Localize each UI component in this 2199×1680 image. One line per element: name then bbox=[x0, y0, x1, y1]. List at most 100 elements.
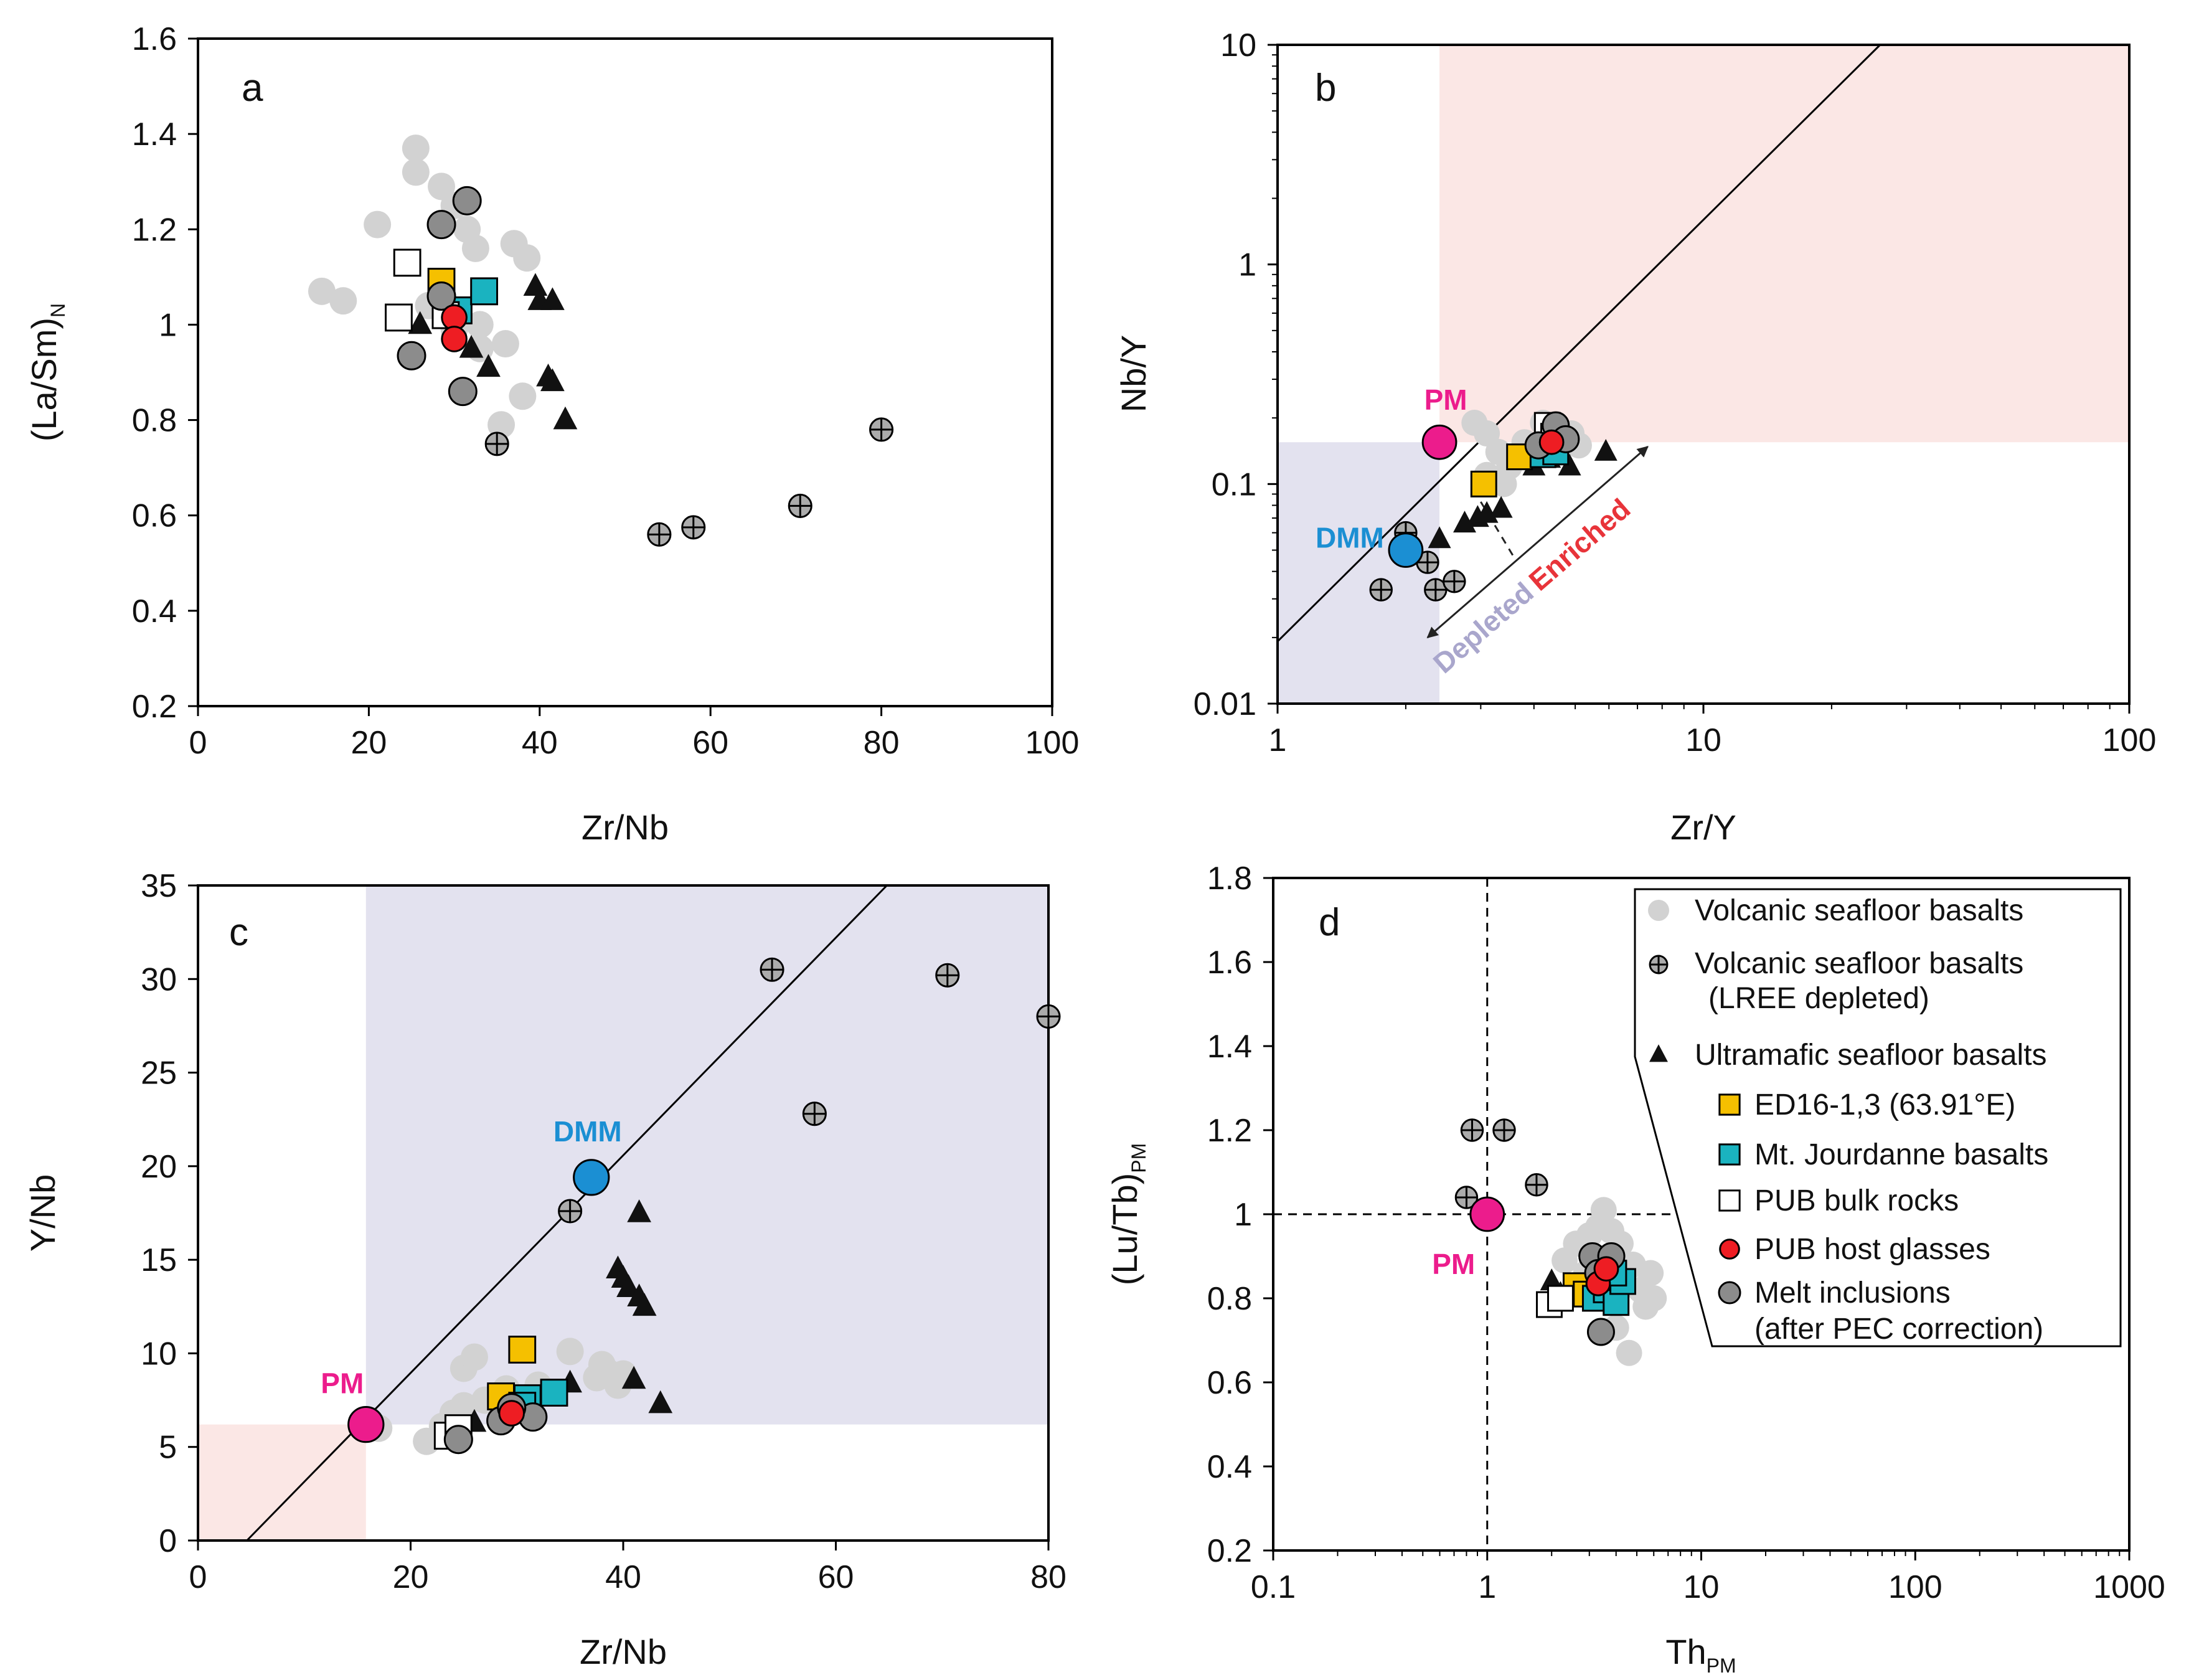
legend-symbol-host bbox=[1719, 1239, 1740, 1260]
panel-b-depleted-region bbox=[1278, 442, 1440, 704]
panel-a: 0 20 40 60 80 100 0.2 0.4 0.6 0.8 1 1.2 1.4 1.6 a Zr/… bbox=[24, 21, 1079, 847]
panel-d-ytick-label: 0.6 bbox=[1207, 1365, 1252, 1401]
panel-a-ytick-label: 1.2 bbox=[132, 212, 177, 248]
legend-symbol-melt bbox=[1718, 1281, 1741, 1305]
panel-d-ytick-label: 0.8 bbox=[1207, 1281, 1252, 1317]
panel-a-point-lree-cross bbox=[486, 432, 509, 455]
panel-a-point-gray bbox=[364, 210, 392, 238]
panel-c-ytick-label: 20 bbox=[141, 1149, 177, 1185]
panel-a-point-gray bbox=[402, 158, 430, 186]
legend-symbol-gray bbox=[1648, 900, 1669, 921]
panel-c-point-gray bbox=[450, 1392, 478, 1420]
panel-d-ylabel: (Lu/Tb)PM bbox=[1105, 1143, 1150, 1286]
panel-a-ytick-label: 1 bbox=[159, 307, 177, 343]
panel-a-point-gray bbox=[308, 277, 336, 305]
panel-b-ytick-label: 1 bbox=[1238, 247, 1256, 283]
panel-a-xtick-label: 40 bbox=[522, 725, 558, 761]
panel-c-point-melt bbox=[443, 1425, 473, 1455]
panel-a-point-melt bbox=[452, 186, 482, 215]
panel-a-point-melt bbox=[448, 377, 478, 407]
panel-a-point-gray bbox=[500, 230, 528, 258]
panel-b-point-lree-cross bbox=[1424, 578, 1447, 601]
panel-b-pm-label: PM bbox=[1424, 384, 1467, 416]
panel-c-point-lree-cross bbox=[761, 958, 784, 981]
panel-a-xlabel: Zr/Nb bbox=[582, 808, 669, 847]
panel-d-point-host bbox=[1593, 1256, 1619, 1282]
panel-a-point-ultra bbox=[476, 354, 501, 377]
legend-symbol-pub bbox=[1718, 1189, 1741, 1212]
panel-c-point-lree-cross bbox=[558, 1199, 582, 1223]
panel-b-point-ultra bbox=[1489, 496, 1513, 518]
panel-c-point-dmm bbox=[573, 1159, 610, 1196]
panel-b-reference-line bbox=[1276, 44, 1881, 643]
panel-a-point-pub bbox=[393, 248, 421, 277]
panel-d-point-gray bbox=[1590, 1197, 1617, 1224]
panel-b-label: b bbox=[1315, 67, 1336, 110]
panel-c-ytick-label: 25 bbox=[141, 1055, 177, 1092]
legend-label-host: PUB host glasses bbox=[1754, 1233, 1990, 1266]
panel-b-point-ultra bbox=[1453, 511, 1476, 533]
panel-d-xtick-label: 0.1 bbox=[1251, 1569, 1296, 1605]
panel-d-point-lree-cross bbox=[1525, 1174, 1548, 1196]
panel-a-frame bbox=[197, 37, 1053, 707]
panel-b-dmm-label: DMM bbox=[1316, 521, 1384, 554]
legend-symbol-jourdanne bbox=[1718, 1143, 1741, 1166]
panel-b-point-lree-cross bbox=[1416, 551, 1439, 573]
panel-a-point-jourdanne bbox=[470, 277, 499, 306]
legend-label-ultra: Ultramafic seafloor basalts bbox=[1695, 1039, 2047, 1072]
panel-c-xtick-label: 80 bbox=[1030, 1559, 1067, 1595]
panel-c-ytick-label: 35 bbox=[141, 868, 177, 904]
panel-b-xtick-label: 1 bbox=[1269, 722, 1287, 758]
panel-c-point-host bbox=[498, 1400, 525, 1427]
panel-a-label: a bbox=[242, 67, 263, 110]
panel-a-point-host bbox=[441, 326, 468, 352]
panel-b-point-gray bbox=[1490, 471, 1517, 498]
legend-symbol-lree-cross bbox=[1650, 956, 1667, 973]
panel-c-label: c bbox=[229, 911, 248, 954]
panel-d-point-gray bbox=[1616, 1339, 1642, 1366]
panel-a-point-lree-cross bbox=[647, 523, 671, 546]
panel-c-xtick-label: 0 bbox=[189, 1559, 207, 1595]
panel-c-enriched-region bbox=[198, 1424, 366, 1541]
panel-a-ylabel: (La/Sm)N bbox=[24, 303, 69, 441]
panel-a-point-lree-cross bbox=[870, 418, 893, 441]
panel-a-point-ultra bbox=[553, 406, 578, 430]
panel-b-arrow bbox=[1426, 446, 1649, 639]
panel-b-xtick-label: 100 bbox=[2102, 722, 2157, 758]
enriched-annotation: Enriched bbox=[1523, 492, 1637, 597]
panel-a-point-ultra bbox=[408, 311, 433, 334]
legend-label-melt-2: (after PEC correction) bbox=[1754, 1313, 2043, 1346]
panel-c-xtick-label: 20 bbox=[393, 1559, 429, 1595]
panel-c-point-ultra bbox=[632, 1293, 657, 1316]
legend-symbol-ed16 bbox=[1718, 1093, 1741, 1116]
panel-d-ytick-label: 1.8 bbox=[1207, 861, 1252, 897]
panel-c-point-jourdanne bbox=[540, 1379, 568, 1407]
panel-b-point-ed16 bbox=[1470, 470, 1497, 498]
panel-d-label: d bbox=[1319, 901, 1340, 944]
panel-b-ytick-label: 10 bbox=[1220, 27, 1256, 64]
panel-a-xtick-label: 60 bbox=[692, 725, 728, 761]
panel-d-ytick-label: 1.4 bbox=[1207, 1029, 1252, 1065]
panel-d-point-pm bbox=[1469, 1196, 1505, 1232]
legend-label-ed16: ED16-1,3 (63.91°E) bbox=[1754, 1088, 2015, 1121]
panel-b-dashed-connector bbox=[1480, 501, 1515, 559]
panel-a-xtick-label: 20 bbox=[351, 725, 387, 761]
panel-b-ylabel: Nb/Y bbox=[1114, 335, 1153, 413]
panel-b-point-ultra bbox=[1594, 438, 1617, 461]
panel-a-ytick-label: 0.2 bbox=[132, 689, 177, 725]
panel-d-ytick-label: 1.6 bbox=[1207, 945, 1252, 981]
panel-a-point-gray bbox=[329, 287, 357, 315]
panel-c-point-ultra bbox=[648, 1390, 673, 1413]
panel-a-point-lree-cross bbox=[682, 516, 705, 539]
legend: Volcanic seafloor basalts Volcanic seafl… bbox=[1634, 888, 2122, 1347]
legend-label-pub: PUB bulk rocks bbox=[1754, 1184, 1959, 1217]
panel-c-ylabel: Y/Nb bbox=[23, 1174, 62, 1252]
panel-d-point-lree-cross bbox=[1461, 1119, 1483, 1141]
panel-a-ytick-label: 0.6 bbox=[132, 498, 177, 534]
panel-d-point-ultra bbox=[1540, 1268, 1563, 1291]
panel-d-point-pub bbox=[1547, 1285, 1574, 1312]
panel-a-point-gray bbox=[509, 382, 537, 410]
legend-label-melt: Melt inclusions bbox=[1754, 1277, 1951, 1310]
